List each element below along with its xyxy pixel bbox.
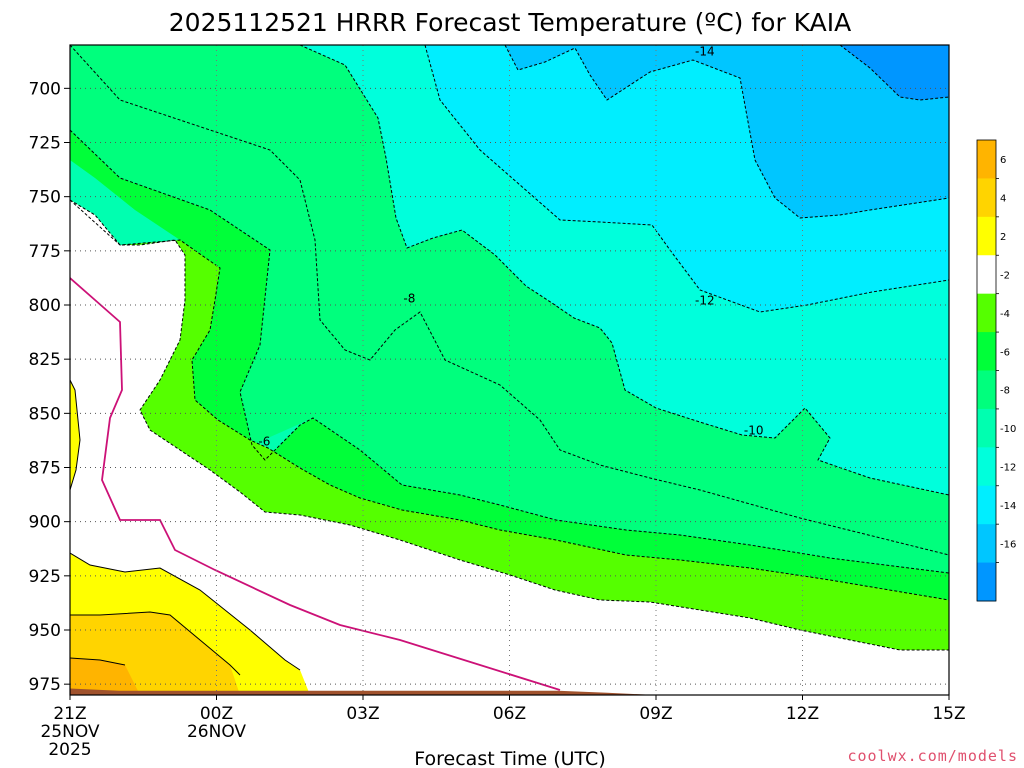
x-tick-label: 00Z	[200, 704, 233, 724]
colorbar-swatch	[977, 293, 996, 333]
contour-neg12	[424, 45, 949, 313]
y-tick-label: 900	[29, 513, 61, 533]
colorbar-label: -14	[1000, 501, 1016, 512]
contour-label: -6	[258, 435, 270, 449]
freezing-line	[70, 277, 561, 691]
colorbar-label: 6	[1000, 155, 1006, 166]
x-tick-sublabel: 26NOV	[187, 722, 246, 742]
contour-pos2-bottom	[70, 552, 301, 671]
colorbar-swatch	[977, 447, 996, 487]
contour-label: -12	[695, 294, 715, 308]
x-tick-label: 03Z	[346, 704, 379, 724]
x-tick-label: 21Z	[53, 704, 86, 724]
colorbar-swatch	[977, 216, 996, 256]
colorbar-label: 4	[1000, 194, 1006, 205]
contour-neg6	[70, 129, 949, 574]
contour-labels: -14 -12 -10 -8 -6	[258, 45, 763, 449]
region-white	[70, 200, 949, 695]
colorbar: 6 4 2 -2 -4 -6 -8 -10 -12 -14 -16	[976, 139, 1016, 602]
contour-neg14	[504, 45, 949, 219]
colorbar-label: -12	[1000, 463, 1016, 474]
x-tick-label: 06Z	[493, 704, 526, 724]
contour-label: -8	[403, 292, 415, 306]
colorbar-label: -16	[1000, 539, 1016, 550]
colorbar-label: -6	[1000, 347, 1010, 358]
plot-area	[70, 45, 949, 695]
grid-lines	[70, 45, 949, 695]
credit-text: coolwx.com/models	[847, 747, 1018, 765]
contour-label: -14	[695, 45, 715, 59]
region-deep-blue	[840, 45, 949, 100]
region-green-lo	[70, 45, 949, 650]
x-axis-label: Forecast Time (UTC)	[414, 748, 605, 768]
x-tick-label: 12Z	[786, 704, 819, 724]
contour-neg16	[839, 45, 949, 101]
dashed-contours	[70, 45, 949, 651]
y-tick-label: 825	[29, 350, 61, 370]
contour-neg8	[70, 45, 949, 556]
colorbar-swatch	[977, 370, 996, 410]
contour-pos4	[70, 611, 241, 676]
contour-neg10	[299, 45, 949, 496]
colorbar-swatch	[977, 332, 996, 371]
colorbar-label: -2	[1000, 270, 1010, 281]
y-tick-label: 800	[29, 296, 61, 316]
colorbar-label: -4	[1000, 309, 1010, 320]
colorbar-label: -8	[1000, 386, 1010, 397]
region-green-mid	[70, 130, 949, 600]
y-tick-label: 875	[29, 459, 61, 479]
x-tick-sublabel: 25NOV	[40, 722, 99, 742]
x-tick-label: 09Z	[639, 704, 672, 724]
y-tick-label: 775	[29, 242, 61, 262]
colorbar-swatch	[977, 255, 996, 295]
contour-pos2-left	[70, 379, 81, 491]
colorbar-label: 2	[1000, 232, 1006, 243]
chart-title: 2025112521 HRRR Forecast Temperature (ºC…	[169, 8, 851, 37]
colorbar-label: -10	[1000, 424, 1016, 435]
colorbar-swatch	[977, 140, 996, 179]
contour-neg4	[70, 199, 949, 601]
y-axis: 700 725 750 775 800 825 850 875 900 925 950 975	[29, 79, 70, 695]
y-tick-label: 950	[29, 621, 61, 641]
colorbar-swatch	[977, 562, 996, 602]
x-tick-sublabel: 2025	[48, 740, 91, 760]
y-tick-label: 975	[29, 675, 61, 695]
solid-contours	[70, 379, 301, 676]
y-tick-label: 700	[29, 79, 61, 99]
colorbar-swatch	[977, 485, 996, 525]
y-tick-label: 750	[29, 188, 61, 208]
region-green-hi	[70, 45, 949, 573]
contour-pos6	[70, 657, 126, 666]
y-tick-label: 725	[29, 134, 61, 154]
region-orange	[70, 658, 140, 695]
contour-label: -10	[744, 424, 764, 438]
region-blue	[505, 45, 949, 218]
region-yellow-left	[70, 380, 80, 490]
x-tick-label: 15Z	[932, 704, 965, 724]
y-tick-label: 850	[29, 404, 61, 424]
colorbar-swatch	[977, 178, 996, 218]
colorbar-swatch	[977, 408, 996, 448]
y-tick-label: 925	[29, 567, 61, 587]
colorbar-swatch	[977, 524, 996, 564]
ground-terrain	[70, 688, 949, 695]
contour-neg2	[70, 199, 949, 651]
